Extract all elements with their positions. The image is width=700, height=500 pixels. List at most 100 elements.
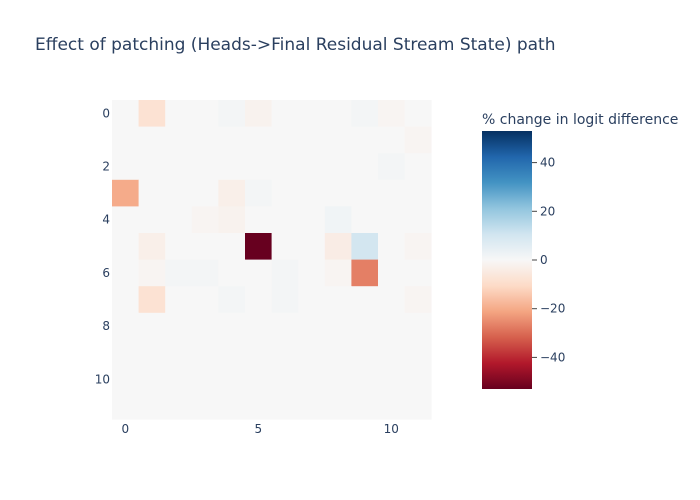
heatmap-cell (378, 233, 405, 260)
heatmap-cell (271, 312, 299, 340)
heatmap-cell (191, 312, 219, 340)
heatmap-cell (378, 312, 405, 340)
heatmap-cell (138, 153, 166, 181)
heatmap-cell (218, 100, 246, 127)
heatmap-cell (404, 312, 432, 340)
x-axis: 0 5 10 (121, 422, 398, 436)
heatmap-cell (218, 206, 246, 234)
heatmap-cell (165, 312, 193, 340)
heatmap-cell (112, 366, 139, 393)
heatmap-cell (378, 100, 405, 127)
y-tick-label: 0 (102, 106, 110, 120)
heatmap-cell (138, 206, 166, 234)
heatmap-cell (271, 339, 299, 367)
y-tick-label: 8 (102, 319, 110, 333)
heatmap-cell (165, 339, 193, 367)
heatmap-cell (324, 259, 352, 287)
heatmap-cell (165, 206, 193, 234)
heatmap-cell (298, 233, 326, 260)
heatmap-cell (298, 100, 326, 127)
heatmap-cell (324, 286, 352, 314)
heatmap-cell (351, 126, 379, 154)
heatmap-cell (351, 366, 379, 393)
heatmap-cell (298, 179, 326, 207)
heatmap-cell (404, 206, 432, 234)
heatmap-cell (351, 206, 379, 234)
heatmap-cell (245, 153, 272, 181)
heatmap-cell (404, 286, 432, 314)
heatmap-cell (404, 339, 432, 367)
colorbar-title: % change in logit difference (482, 112, 678, 128)
heatmap-cell (404, 100, 432, 127)
heatmap-cell (298, 286, 326, 314)
heatmap-cell (378, 339, 405, 367)
heatmap-cell (218, 392, 246, 420)
colorbar-tick-label: −20 (540, 302, 565, 316)
heatmap-cell (324, 126, 352, 154)
heatmap-cell (191, 392, 219, 420)
heatmap-cell (191, 233, 219, 260)
heatmap-cell (378, 366, 405, 393)
heatmap-cell (324, 100, 352, 127)
heatmap-cell (298, 259, 326, 287)
heatmap-cell (351, 312, 379, 340)
heatmap-cell (138, 286, 166, 314)
heatmap-cell (112, 339, 139, 367)
heatmap-cell (324, 206, 352, 234)
heatmap-cell (245, 339, 272, 367)
heatmap-cell (245, 126, 272, 154)
heatmap-cell (404, 366, 432, 393)
heatmap-cell (165, 153, 193, 181)
heatmap-cell (271, 179, 299, 207)
x-tick-label: 10 (384, 422, 399, 436)
heatmap-cell (245, 286, 272, 314)
heatmap-cell (218, 312, 246, 340)
heatmap-cell (351, 179, 379, 207)
heatmap-cell (351, 286, 379, 314)
colorbar-tick-label: 20 (540, 204, 555, 218)
heatmap-cell (404, 392, 432, 420)
heatmap-cell (324, 312, 352, 340)
heatmap-cell (271, 259, 299, 287)
heatmap-cell (138, 233, 166, 260)
heatmap-cell (165, 286, 193, 314)
heatmap-cell (138, 392, 166, 420)
heatmap-cell (324, 339, 352, 367)
heatmap-cell (245, 233, 272, 260)
heatmap-cell (191, 126, 219, 154)
heatmap-cell (351, 100, 379, 127)
heatmap-cells (112, 100, 432, 420)
heatmap-cell (324, 233, 352, 260)
heatmap-cell (298, 206, 326, 234)
heatmap-cell (351, 233, 379, 260)
heatmap-cell (218, 126, 246, 154)
heatmap-cell (191, 179, 219, 207)
heatmap-cell (112, 153, 139, 181)
heatmap-cell (138, 339, 166, 367)
heatmap-cell (271, 126, 299, 154)
heatmap-cell (165, 392, 193, 420)
y-tick-label: 2 (102, 160, 110, 174)
heatmap-cell (138, 126, 166, 154)
heatmap-cell (271, 206, 299, 234)
heatmap-cell (138, 312, 166, 340)
x-tick-label: 5 (254, 422, 262, 436)
heatmap-cell (271, 153, 299, 181)
heatmap-cell (112, 179, 139, 207)
heatmap-cell (191, 366, 219, 393)
y-axis: 0 2 4 6 8 10 (95, 106, 110, 386)
heatmap-cell (351, 259, 379, 287)
heatmap-cell (324, 392, 352, 420)
heatmap-cell (218, 286, 246, 314)
heatmap-cell (378, 153, 405, 181)
heatmap-cell (324, 153, 352, 181)
heatmap-cell (191, 153, 219, 181)
heatmap-cell (351, 153, 379, 181)
heatmap-cell (191, 286, 219, 314)
heatmap-cell (191, 259, 219, 287)
y-tick-label: 10 (95, 372, 110, 386)
heatmap-cell (378, 206, 405, 234)
heatmap-cell (298, 366, 326, 393)
heatmap-cell (404, 153, 432, 181)
chart-title: Effect of patching (Heads->Final Residua… (35, 35, 556, 55)
